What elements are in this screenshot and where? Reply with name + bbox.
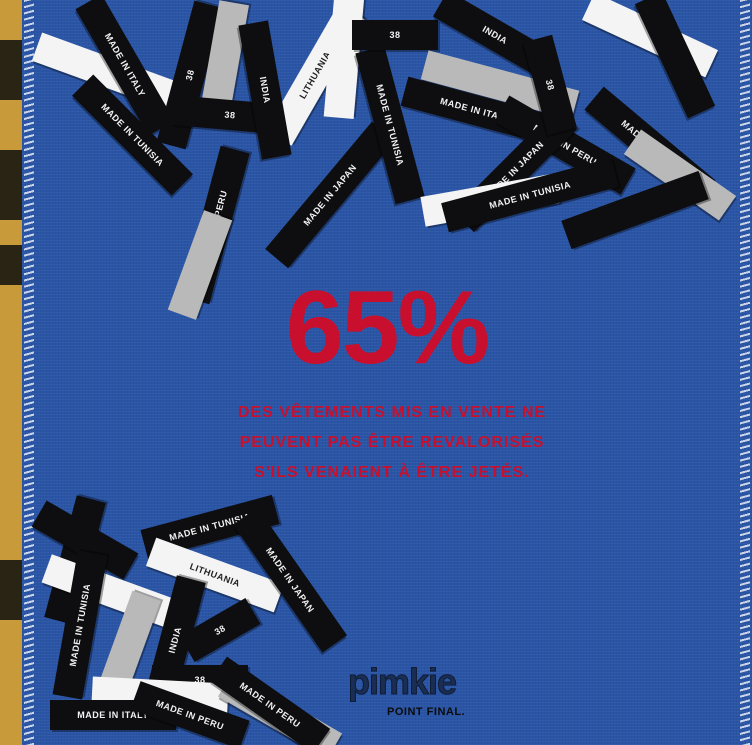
clothing-label: MADE IN TUNISIA [355, 45, 425, 205]
right-stitching [740, 0, 750, 745]
strip-pattern [0, 560, 22, 620]
strip-pattern [0, 40, 22, 100]
statistic-line: PEUVENT PAS ÊTRE REVALORISÉS [239, 434, 545, 451]
statistic-line: S'ILS VENAIENT À ÊTRE JETÉS. [254, 464, 530, 481]
brand-logo: pimkie [347, 661, 457, 702]
brand-block: pimkie POINT FINAL. [312, 661, 492, 718]
strip-pattern [0, 245, 22, 285]
statistic-line: DES VÊTEMENTS MIS EN VENTE NE [237, 404, 547, 421]
left-edge-strip [0, 0, 22, 745]
left-stitching [24, 0, 34, 745]
clothing-label: INDIA [238, 20, 292, 160]
statistic-description: DES VÊTEMENTS MIS EN VENTE NE PEUVENT PA… [182, 398, 602, 488]
strip-pattern [0, 150, 22, 220]
statistic-value: 65% [285, 270, 490, 386]
clothing-label: 38 [352, 20, 438, 50]
brand-tagline: POINT FINAL. [387, 706, 466, 718]
fabric-background: MADE IN ITALY MADE IN TUNISIA 38 MADE IN… [22, 0, 752, 745]
